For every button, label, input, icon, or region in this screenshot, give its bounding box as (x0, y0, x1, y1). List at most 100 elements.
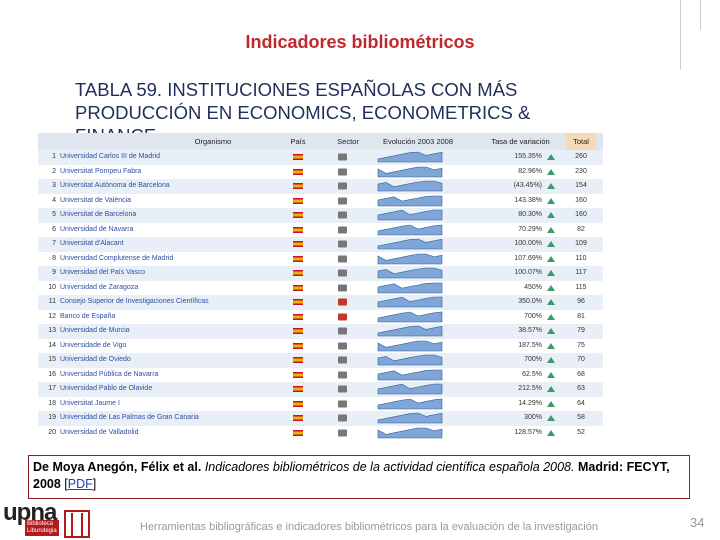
sparkline (377, 253, 443, 264)
trend-arrow (547, 284, 555, 291)
institution: Universitat d'Alacant (60, 240, 124, 247)
trend-arrow (547, 429, 555, 436)
row-graphics (293, 180, 555, 192)
flag (293, 400, 303, 407)
institution: Universidad de Murcia (60, 327, 130, 334)
rate: 107.69% (514, 254, 542, 262)
flag (293, 255, 303, 262)
rate: 350.0% (518, 298, 542, 305)
flag-stripe (293, 415, 303, 417)
institution: Universidad de Zaragoza (60, 283, 139, 291)
trend-arrow (547, 386, 555, 392)
rank: 15 (48, 356, 56, 363)
institution: Universitat Autònoma de Barcelona (60, 182, 170, 189)
column-header: Tasa de variación (491, 137, 550, 146)
row-graphics (293, 412, 555, 424)
row-graphics (293, 383, 555, 395)
rank: 7 (52, 240, 56, 247)
rank: 2 (52, 167, 56, 175)
sector-icon (338, 240, 347, 248)
sector-icon (338, 255, 347, 262)
rank: 6 (52, 225, 56, 233)
row-graphics (293, 296, 555, 308)
flag (293, 284, 303, 291)
rate: 82.96% (518, 167, 542, 175)
sector-icon (338, 168, 347, 175)
rank: 17 (48, 385, 56, 392)
bracket: [ (64, 477, 68, 491)
row-graphics (293, 238, 555, 250)
rate: 155.35% (514, 153, 542, 160)
institution: Universidad Pública de Navarra (60, 370, 159, 378)
table-row: 15 Universidad de Oviedo 700% 70 (38, 353, 603, 368)
flag-stripe (293, 434, 303, 436)
sparkline (377, 340, 443, 351)
pdf-link[interactable]: PDF (67, 477, 93, 491)
institution: Universidad Complutense de Madrid (60, 254, 174, 262)
trend-arrow (547, 371, 555, 378)
table-row: 14 Universidade de Vigo 187.5% 75 (38, 338, 603, 353)
rank: 13 (48, 327, 56, 334)
sector-icon (338, 356, 347, 364)
library-es: Biblioteca (27, 521, 54, 527)
trend-arrow (547, 183, 555, 189)
rank: 9 (52, 269, 56, 276)
flag (293, 299, 303, 305)
column-header: Organismo (194, 137, 232, 146)
rate: 143.38% (514, 196, 542, 204)
total: 96 (577, 298, 585, 305)
rank: 20 (48, 428, 56, 436)
total: 117 (575, 269, 587, 276)
sparkline (377, 311, 443, 322)
table-row: 20 Universidad de Valladolid 128.57% 52 (38, 425, 603, 440)
flag-stripe (293, 303, 303, 305)
sector-icon (338, 298, 347, 306)
flag (293, 168, 303, 175)
table-row: 19 Universidad de Las Palmas de Gran Cana… (38, 411, 603, 426)
table-row: 18 Universitat Jaume I 14.29% 64 (38, 396, 603, 411)
institution: Universitat Pompeu Fabra (60, 167, 142, 175)
row-graphics (293, 151, 555, 163)
table-row: 3 Universitat Autònoma de Barcelona (43.45… (38, 179, 603, 194)
flag-stripe (293, 376, 303, 378)
trend-arrow (547, 357, 555, 363)
rate: 80.30% (518, 211, 542, 218)
total: 64 (577, 399, 585, 407)
row-graphics (293, 340, 555, 351)
flag-stripe (293, 371, 303, 373)
rate: (43.45%) (513, 182, 542, 189)
flag (293, 212, 303, 218)
institution: Universidad de Navarra (60, 225, 134, 233)
institution: Universidad del País Vasco (60, 269, 146, 276)
sparkline (377, 195, 443, 206)
table-row: 5 Universitat de Barcelona 80.30% 160 (38, 208, 603, 223)
flag-stripe (293, 332, 303, 334)
flag (293, 386, 303, 392)
header-row: Organismo País Sector Evolución 2003 2008 Ta… (38, 133, 603, 150)
trend-arrow (547, 197, 555, 204)
sparkline (377, 398, 443, 409)
flag-stripe (293, 245, 303, 247)
flag-stripe (293, 357, 303, 359)
table-row: 4 Universitat de València 143.38% 160 (38, 193, 603, 208)
flag (293, 154, 303, 160)
institution: Universitat de Barcelona (60, 211, 137, 218)
flag-stripe (293, 405, 303, 407)
flag (293, 342, 303, 349)
trend-arrow (547, 270, 555, 276)
flag (293, 197, 303, 204)
table-row: 16 Universidad Pública de Navarra 62.5% 68 (38, 367, 603, 382)
sector-icon (338, 342, 347, 349)
row-graphics (293, 282, 555, 293)
trend-arrow (547, 255, 555, 262)
sector-icon (338, 182, 347, 190)
sector-icon (338, 385, 347, 393)
rank: 4 (52, 196, 56, 204)
flag (293, 226, 303, 233)
total: 160 (575, 211, 587, 218)
row-graphics (293, 224, 555, 235)
table-row: 1 Universidad Carlos III de Madrid 155.35%… (38, 150, 603, 165)
bracket: ] (92, 477, 97, 491)
total: 109 (575, 240, 587, 247)
table-row: 13 Universidad de Murcia 38.57% 79 (38, 324, 603, 339)
